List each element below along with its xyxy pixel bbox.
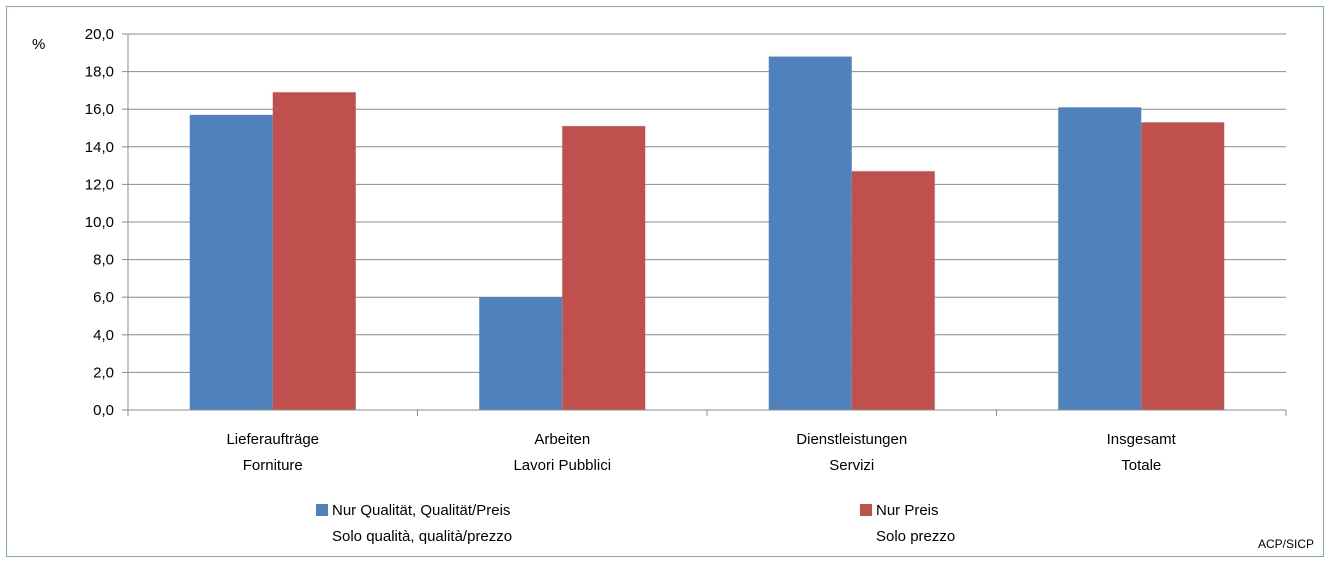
bar xyxy=(189,114,273,410)
y-tick-label: 10,0 xyxy=(85,214,114,231)
bar xyxy=(768,56,852,411)
category-label: Arbeiten xyxy=(534,431,590,448)
category-label: Forniture xyxy=(243,457,303,474)
y-tick-label: 4,0 xyxy=(93,327,114,344)
legend-swatch xyxy=(860,504,872,516)
category-label: Insgesamt xyxy=(1107,431,1177,448)
bars xyxy=(189,56,1225,411)
y-axis-label: % xyxy=(32,36,45,53)
y-tick-label: 8,0 xyxy=(93,252,114,269)
legend-label: Nur Qualität, Qualität/Preis xyxy=(332,502,510,519)
bar xyxy=(1058,107,1142,410)
y-tick-label: 20,0 xyxy=(85,26,114,43)
category-label: Lieferaufträge xyxy=(226,431,319,448)
category-label: Dienstleistungen xyxy=(796,431,907,448)
y-tick-label: 2,0 xyxy=(93,364,114,381)
y-tick-label: 0,0 xyxy=(93,402,114,419)
legend-label: Nur Preis xyxy=(876,502,939,519)
y-tick-label: 16,0 xyxy=(85,101,114,118)
y-tick-label: 12,0 xyxy=(85,176,114,193)
category-label: Servizi xyxy=(829,457,874,474)
y-tick-label: 14,0 xyxy=(85,139,114,156)
labels: 0,0 2,0 4,0 6,0 8,0 10,0 12,0 14,0 16,0 18,0 20,0%… xyxy=(32,26,1314,551)
bar xyxy=(1141,122,1225,411)
source-note: ACP/SICP xyxy=(1258,537,1314,551)
bar xyxy=(851,171,935,410)
axes xyxy=(122,33,1287,416)
legend-label: Solo qualità, qualità/prezzo xyxy=(332,528,512,545)
y-tick-label: 18,0 xyxy=(85,64,114,81)
legend-label: Solo prezzo xyxy=(876,528,955,545)
bar xyxy=(479,297,563,410)
bar xyxy=(272,92,356,410)
y-tick-label: 6,0 xyxy=(93,289,114,306)
category-label: Totale xyxy=(1121,457,1161,474)
legend: Nur Qualität, Qualität/Preis Solo qualità… xyxy=(316,502,955,545)
category-label: Lavori Pubblici xyxy=(513,457,611,474)
legend-swatch xyxy=(316,504,328,516)
bar xyxy=(562,126,646,411)
